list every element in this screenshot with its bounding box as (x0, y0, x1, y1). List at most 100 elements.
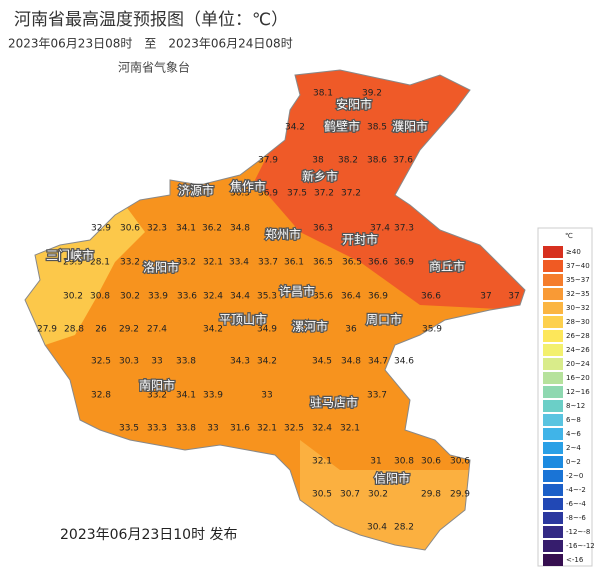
legend-swatch (543, 386, 563, 398)
temperature-label: 32.1 (257, 424, 277, 434)
legend-label: -12~-8 (566, 528, 590, 536)
city-label: 济源市 (178, 183, 214, 198)
temperature-label: 28.2 (394, 523, 414, 533)
temperature-label: 36.9 (394, 258, 414, 268)
temperature-label: 34.2 (257, 357, 277, 367)
temperature-label: 37.2 (314, 189, 334, 199)
temperature-label: 38.1 (313, 89, 333, 99)
temperature-label: 32.1 (203, 258, 223, 268)
temperature-label: 37.4 (370, 224, 390, 234)
temperature-label: 38.6 (367, 156, 387, 166)
temperature-label: 34.4 (230, 292, 250, 302)
legend-label: <-16 (566, 556, 584, 564)
temperature-label: 33 (151, 357, 162, 367)
temperature-label: 32.5 (91, 357, 111, 367)
temperature-label: 35.9 (422, 325, 442, 335)
temperature-label: 36 (345, 325, 357, 335)
temperature-label: 34.7 (368, 357, 388, 367)
temperature-label: 34.2 (285, 123, 305, 133)
legend-label: 30~32 (566, 304, 590, 312)
temperature-label: 29.2 (119, 325, 139, 335)
temperature-label: 34.3 (230, 357, 250, 367)
temperature-label: 37 (480, 292, 491, 302)
temperature-label: 30.8 (90, 292, 110, 302)
temperature-label: 32.4 (203, 292, 223, 302)
temperature-label: 36.6 (368, 258, 388, 268)
legend-label: 26~28 (566, 332, 590, 340)
temperature-label: 30.7 (340, 490, 360, 500)
temperature-label: 37.5 (287, 189, 307, 199)
city-label: 商丘市 (429, 259, 465, 274)
temperature-label: 31 (370, 457, 381, 467)
temperature-label: 39.2 (362, 89, 382, 99)
legend-swatch (543, 456, 563, 468)
legend-swatch (543, 330, 563, 342)
legend-swatch (543, 302, 563, 314)
city-label: 濮阳市 (392, 119, 428, 134)
legend-swatch (543, 428, 563, 440)
temperature-label: 33.9 (203, 391, 223, 401)
temperature-label: 33.8 (176, 424, 196, 434)
city-label: 驻马店市 (310, 395, 358, 410)
legend-swatch (543, 246, 563, 258)
temperature-label: 33.6 (177, 292, 197, 302)
legend-swatch (543, 470, 563, 482)
legend-unit: ℃ (565, 232, 573, 240)
city-label: 漯河市 (292, 319, 328, 334)
city-label: 开封市 (342, 232, 378, 247)
temperature-label: 32.8 (91, 391, 111, 401)
temperature-label: 30.6 (450, 457, 470, 467)
legend-label: 4~6 (566, 430, 581, 438)
publish-time: 2023年06月23日10时 发布 (60, 527, 238, 543)
temperature-label: 30.5 (312, 490, 332, 500)
temperature-label: 33 (207, 424, 218, 434)
temperature-label: 28.1 (90, 258, 110, 268)
legend-swatch (543, 316, 563, 328)
temperature-label: 33.9 (148, 292, 168, 302)
temperature-label: 33.3 (147, 424, 167, 434)
legend-swatch (543, 442, 563, 454)
legend-label: -16~-12 (566, 542, 595, 550)
temperature-label: 36.1 (284, 258, 304, 268)
city-label: 洛阳市 (143, 260, 179, 275)
city-label: 安阳市 (336, 97, 372, 112)
temperature-label: 28.8 (64, 325, 84, 335)
temperature-label: 36.6 (421, 292, 441, 302)
legend-swatch (543, 288, 563, 300)
legend-swatch (543, 372, 563, 384)
legend-label: 32~35 (566, 290, 590, 298)
temperature-label: 34.1 (176, 224, 196, 234)
legend-swatch (543, 512, 563, 524)
temperature-label: 33.2 (176, 258, 196, 268)
legend-swatch (543, 540, 563, 552)
legend-swatch (543, 274, 563, 286)
legend-label: 37~40 (566, 262, 590, 270)
legend-swatch (543, 260, 563, 272)
temperature-label: 33.7 (258, 258, 278, 268)
city-label: 三门峡市 (46, 248, 94, 263)
temperature-label: 31.6 (230, 424, 250, 434)
temperature-label: 36.3 (313, 224, 333, 234)
temperature-label: 36.3 (230, 189, 250, 199)
city-label: 周口市 (366, 312, 402, 327)
legend-label: ≥40 (566, 248, 581, 256)
temperature-label: 37.2 (341, 189, 361, 199)
temperature-label: 38.5 (367, 123, 387, 133)
city-label: 平顶山市 (219, 312, 267, 327)
temperature-label: 36.4 (341, 292, 361, 302)
temperature-label: 34.2 (203, 325, 223, 335)
legend-swatch (543, 344, 563, 356)
temperature-label: 30.2 (120, 292, 140, 302)
temperature-label: 38 (312, 156, 324, 166)
temperature-label: 34.1 (176, 391, 196, 401)
temperature-label: 36.5 (313, 258, 333, 268)
legend-swatch (543, 414, 563, 426)
province-border (24, 69, 526, 551)
temperature-label: 30.2 (368, 490, 388, 500)
temperature-label: 32.9 (91, 224, 111, 234)
legend-label: 28~30 (566, 318, 590, 326)
temperature-label: 37.3 (394, 224, 414, 234)
temperature-label: 33.2 (147, 391, 167, 401)
legend-swatch (543, 554, 563, 566)
city-label: 许昌市 (279, 284, 315, 299)
